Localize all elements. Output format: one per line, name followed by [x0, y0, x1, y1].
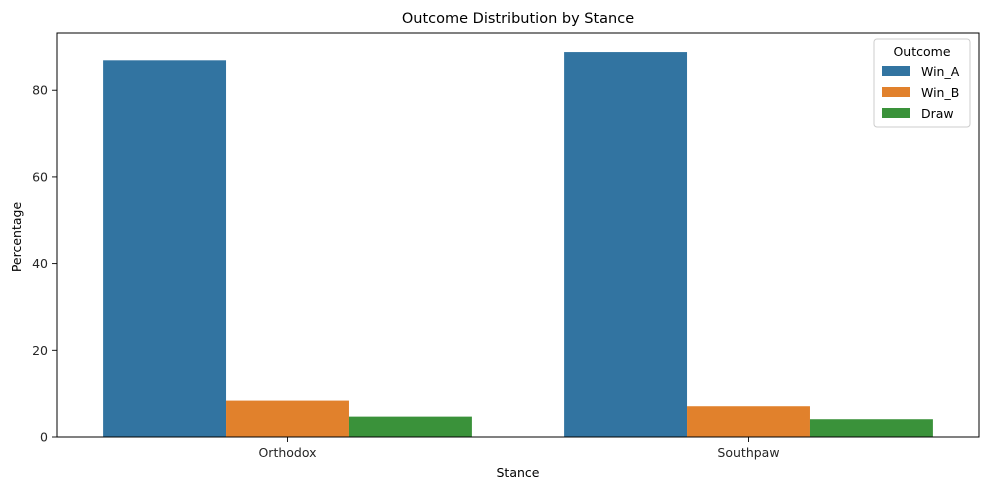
bars-group [103, 52, 933, 437]
y-tick-label: 0 [40, 430, 48, 445]
bar-win-b-southpaw [687, 406, 810, 437]
x-tick-label: Southpaw [717, 445, 779, 460]
bar-win-a-orthodox [103, 60, 227, 437]
x-axis-label: Stance [497, 465, 540, 480]
y-tick-label: 20 [32, 343, 48, 358]
axes-group: Orthodox Southpaw 0 20 40 60 80 [32, 32, 980, 460]
y-tick-label: 40 [32, 256, 48, 271]
bar-win-b-orthodox [226, 400, 349, 437]
legend-label-draw: Draw [921, 106, 954, 121]
legend-swatch-draw [882, 108, 910, 118]
y-axis-label: Percentage [9, 202, 24, 273]
y-tick-label: 60 [32, 169, 48, 184]
legend-box [873, 38, 971, 128]
x-tick-label: Orthodox [258, 445, 316, 460]
y-tick-label: 80 [32, 83, 48, 98]
bar-draw-orthodox [348, 416, 472, 437]
plot-frame [56, 32, 980, 438]
legend-title: Outcome [893, 44, 950, 59]
legend-label-win-b: Win_B [921, 85, 959, 100]
bar-draw-southpaw [809, 419, 933, 437]
legend-swatch-win-b [882, 87, 910, 97]
bar-win-a-southpaw [564, 52, 688, 437]
legend: Outcome Win_A Win_B Draw [873, 38, 971, 128]
legend-label-win-a: Win_A [921, 64, 960, 79]
chart-title: Outcome Distribution by Stance [402, 11, 634, 27]
legend-swatch-win-a [882, 66, 910, 76]
